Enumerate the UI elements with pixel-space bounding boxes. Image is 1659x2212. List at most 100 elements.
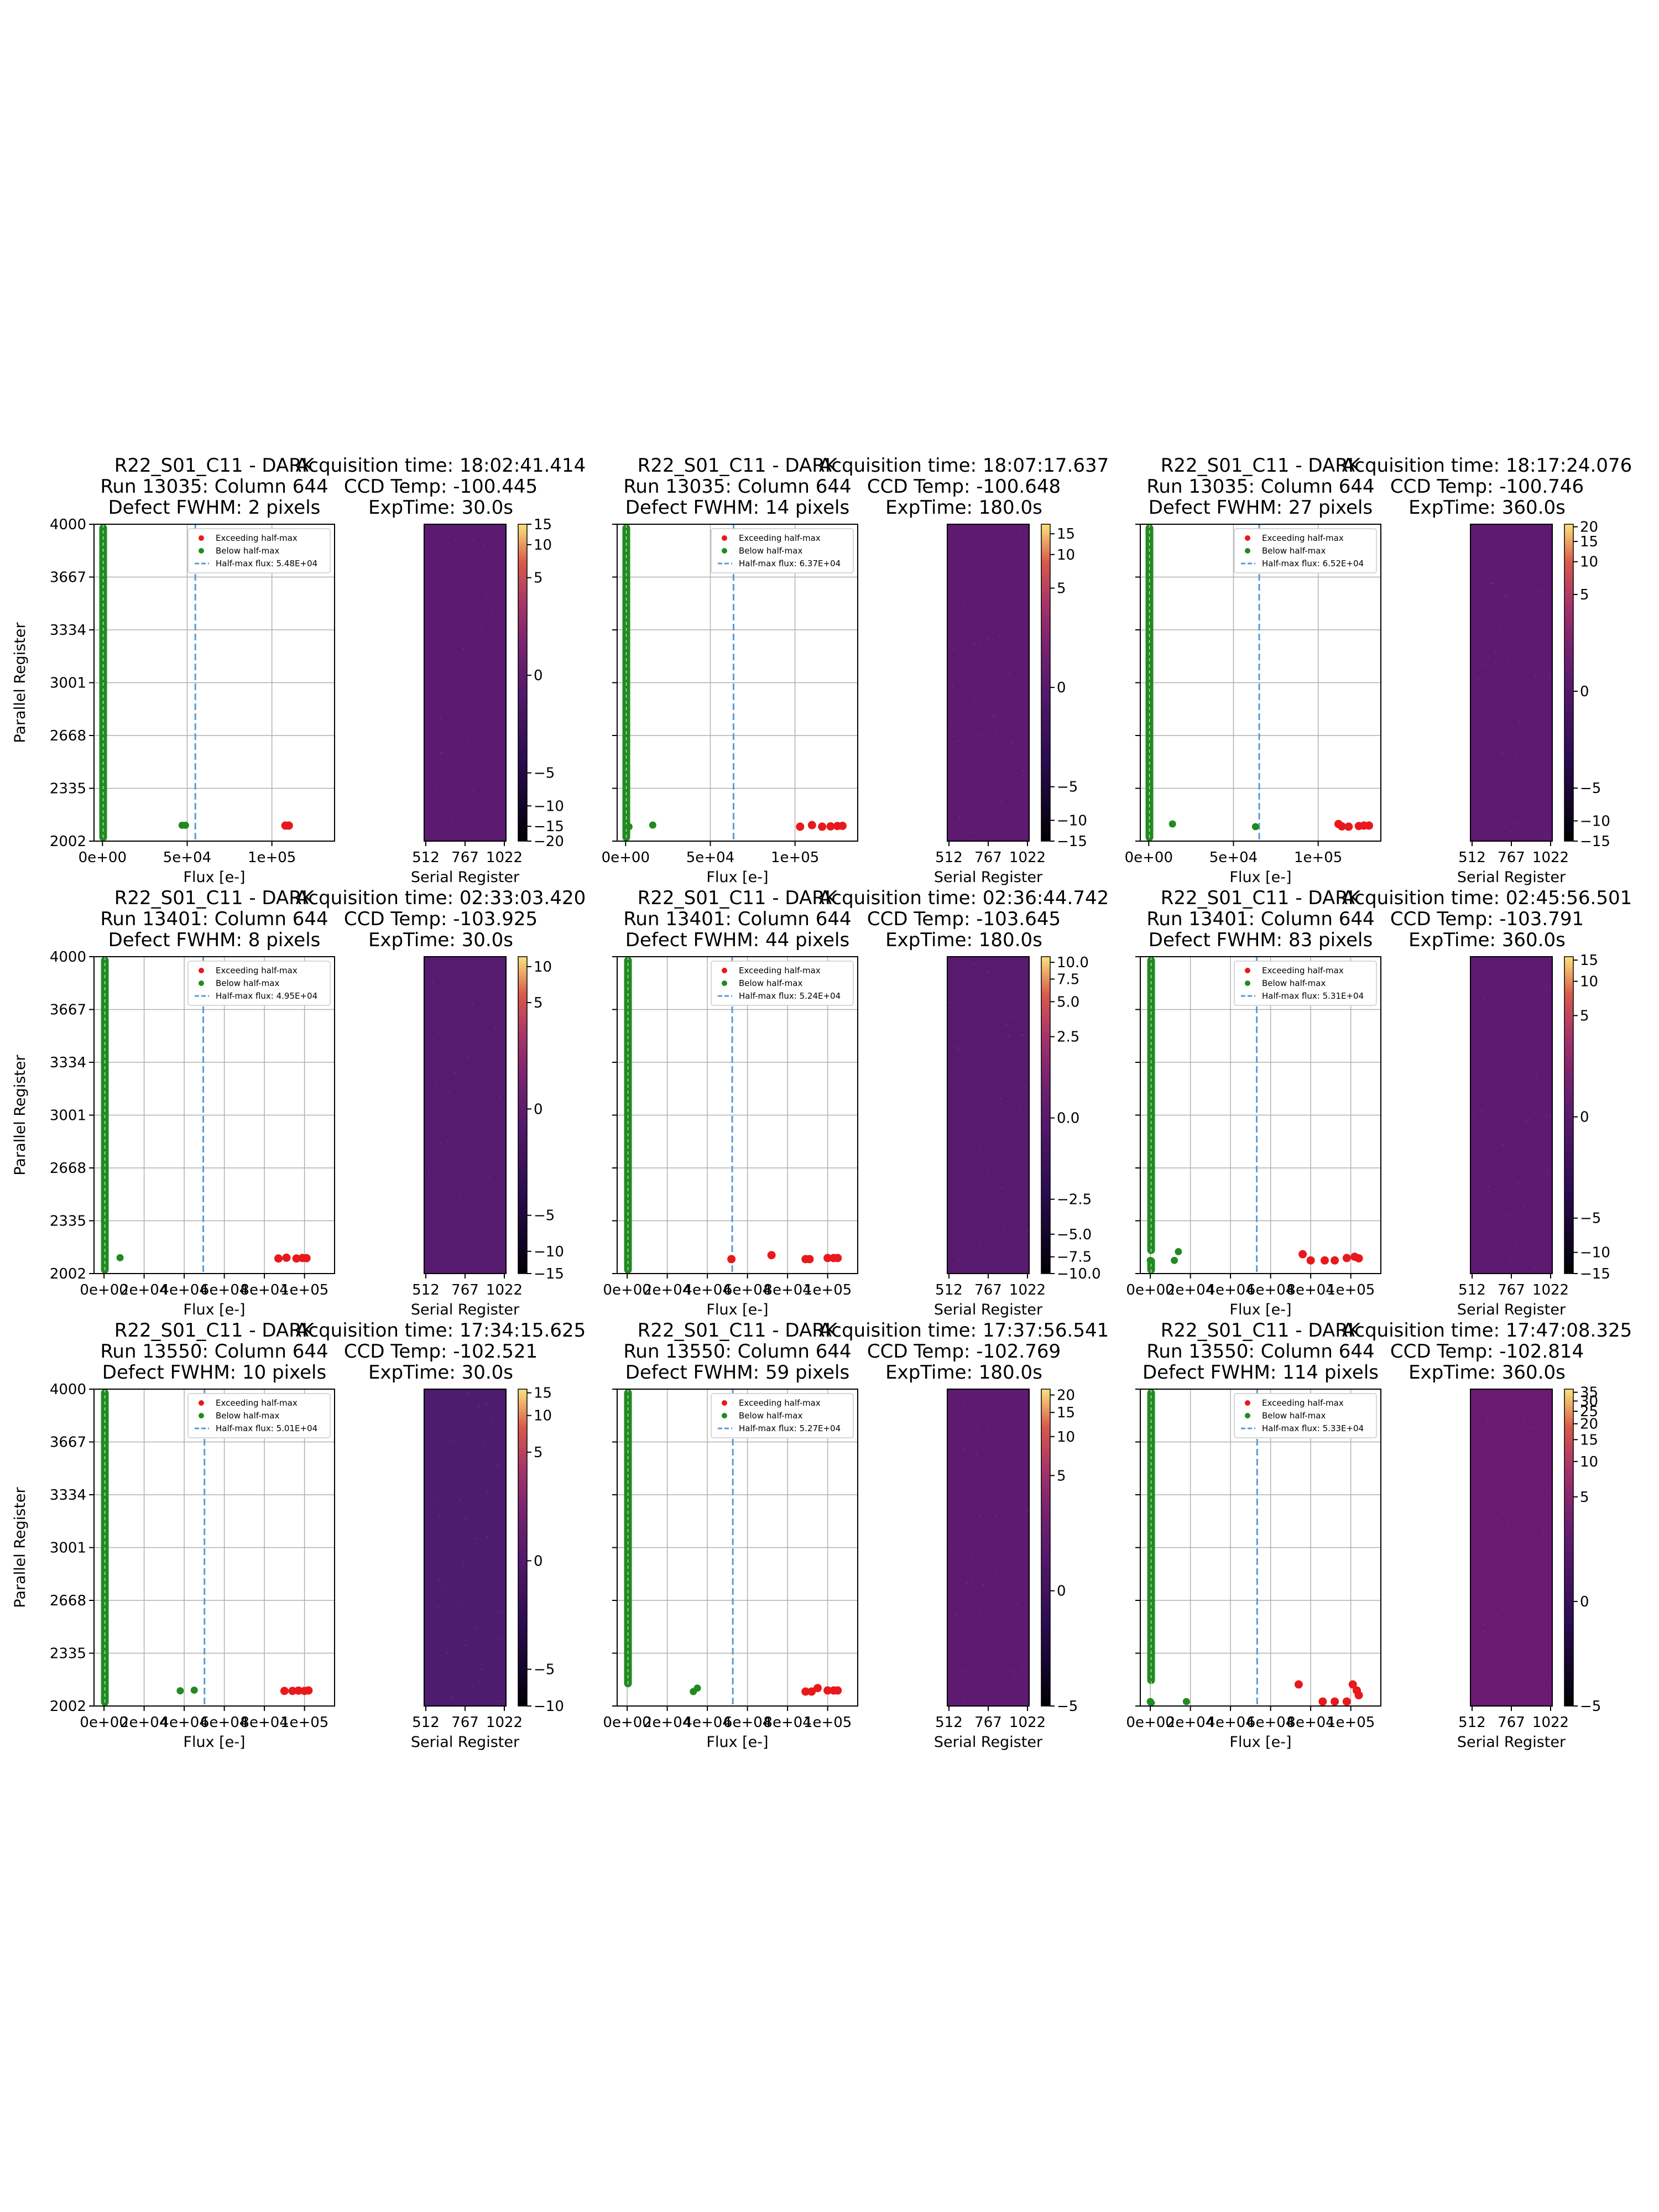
noise-speck bbox=[455, 539, 456, 540]
colorbar-tick-label: 30 bbox=[1580, 1393, 1598, 1410]
noise-speck bbox=[1474, 1206, 1476, 1207]
noise-speck bbox=[1516, 1241, 1517, 1243]
colorbar-tick-label: 20 bbox=[1057, 1387, 1075, 1404]
x-tick-label: 0e+00 bbox=[603, 1282, 651, 1298]
panel-title-line: Defect FWHM: 114 pixels bbox=[1142, 1361, 1379, 1384]
exceed-point bbox=[1294, 1680, 1303, 1689]
noise-speck bbox=[431, 1037, 433, 1039]
y-tick-label: 3667 bbox=[50, 1434, 86, 1451]
noise-speck bbox=[953, 649, 954, 650]
noise-speck bbox=[982, 1584, 984, 1586]
noise-speck bbox=[951, 528, 953, 529]
x-tick-label: 4e+04 bbox=[160, 1714, 208, 1731]
colorbar-tick-label: −10 bbox=[1057, 812, 1087, 829]
noise-speck bbox=[457, 575, 459, 576]
image-x-tick-label: 767 bbox=[451, 1282, 479, 1298]
image-x-axis-label: Serial Register bbox=[411, 869, 520, 886]
y-axis-label: Parallel Register bbox=[12, 1487, 29, 1608]
below-point bbox=[176, 1687, 184, 1694]
noise-speck bbox=[458, 1194, 460, 1196]
noise-speck bbox=[463, 648, 465, 650]
exceed-point bbox=[805, 1255, 814, 1264]
noise-speck bbox=[951, 1544, 953, 1546]
ccd-image bbox=[947, 957, 1029, 1274]
x-tick-label: 1e+05 bbox=[280, 1714, 328, 1731]
noise-speck bbox=[1503, 1512, 1504, 1514]
noise-speck bbox=[969, 1666, 971, 1668]
legend-below-label: Below half-max bbox=[739, 546, 802, 556]
image-x-axis-label: Serial Register bbox=[1457, 1301, 1566, 1318]
below-point bbox=[1146, 1256, 1154, 1264]
x-tick-label: 6e+04 bbox=[200, 1714, 248, 1731]
panel-title-line: Acquisition time: 02:45:56.501 bbox=[1342, 887, 1632, 909]
noise-speck bbox=[1021, 1669, 1023, 1671]
noise-speck bbox=[988, 638, 989, 640]
noise-speck bbox=[987, 1426, 989, 1428]
image-x-tick-label: 767 bbox=[1498, 849, 1525, 866]
x-tick-label: 4e+04 bbox=[1206, 1282, 1254, 1298]
legend-exceed-marker bbox=[199, 535, 204, 541]
x-tick-label: 1e+05 bbox=[804, 1714, 852, 1731]
noise-speck bbox=[484, 1442, 486, 1443]
noise-speck bbox=[1020, 1207, 1022, 1208]
colorbar-tick-label: 15 bbox=[1580, 952, 1598, 969]
colorbar-tick-label: −15 bbox=[1580, 833, 1610, 850]
noise-speck bbox=[1534, 676, 1536, 677]
noise-speck bbox=[486, 597, 488, 598]
noise-speck bbox=[454, 1072, 456, 1074]
panel-title-line: CCD Temp: -100.746 bbox=[1390, 476, 1584, 498]
ccd-image bbox=[424, 524, 506, 841]
noise-speck bbox=[437, 1033, 439, 1035]
colorbar bbox=[518, 1389, 528, 1707]
ccd-image bbox=[1470, 524, 1552, 841]
panel-title-line: Defect FWHM: 10 pixels bbox=[102, 1361, 326, 1384]
y-axis-label: Parallel Register bbox=[12, 622, 29, 743]
exceed-point bbox=[1342, 1697, 1351, 1706]
noise-speck bbox=[1518, 721, 1520, 723]
noise-speck bbox=[1535, 1427, 1537, 1428]
ccd-image bbox=[1470, 957, 1552, 1274]
noise-speck bbox=[959, 817, 961, 818]
colorbar-tick-label: −10 bbox=[1580, 813, 1610, 830]
noise-speck bbox=[498, 1611, 500, 1613]
panel-title-line: Defect FWHM: 27 pixels bbox=[1149, 497, 1373, 519]
noise-speck bbox=[1524, 1207, 1525, 1208]
legend bbox=[187, 1393, 331, 1438]
exceed-point bbox=[1365, 821, 1374, 830]
noise-speck bbox=[431, 694, 433, 696]
y-tick-label: 3001 bbox=[50, 675, 86, 692]
y-axis-label: Parallel Register bbox=[12, 1055, 29, 1176]
panel-title-line: R22_S01_C11 - DARK bbox=[638, 1319, 838, 1342]
noise-speck bbox=[450, 1439, 451, 1441]
image-x-tick-label: 767 bbox=[1498, 1282, 1525, 1298]
noise-speck bbox=[1535, 1538, 1536, 1540]
noise-speck bbox=[982, 1047, 984, 1049]
x-tick-label: 1e+05 bbox=[1327, 1714, 1375, 1731]
noise-speck bbox=[499, 1095, 500, 1097]
ccd-image bbox=[424, 957, 506, 1274]
exceed-point bbox=[826, 822, 835, 831]
noise-speck bbox=[489, 779, 491, 781]
colorbar bbox=[1041, 1389, 1051, 1707]
legend-halfmax-label: Half-max flux: 6.52E+04 bbox=[1262, 559, 1364, 568]
noise-speck bbox=[950, 642, 951, 644]
noise-speck bbox=[1484, 1630, 1485, 1632]
panel-title-line: Defect FWHM: 59 pixels bbox=[625, 1361, 849, 1384]
exceed-point bbox=[302, 1254, 311, 1262]
colorbar-tick-label: 25 bbox=[1580, 1404, 1598, 1420]
noise-speck bbox=[462, 530, 463, 531]
noise-speck bbox=[1497, 1631, 1499, 1633]
x-axis-label: Flux [e-] bbox=[183, 1301, 245, 1318]
image-x-tick-label: 512 bbox=[935, 1714, 963, 1731]
noise-speck bbox=[434, 985, 435, 987]
below-point bbox=[693, 1684, 701, 1692]
y-tick-label: 2335 bbox=[50, 781, 86, 797]
noise-speck bbox=[979, 1612, 980, 1614]
noise-speck bbox=[465, 669, 467, 670]
colorbar-tick-label: 0 bbox=[1580, 1594, 1589, 1610]
image-x-tick-label: 512 bbox=[935, 1282, 963, 1298]
image-x-tick-label: 1022 bbox=[486, 849, 523, 866]
legend bbox=[711, 1393, 854, 1438]
legend-exceed-label: Exceeding half-max bbox=[216, 1398, 298, 1408]
noise-speck bbox=[1533, 1112, 1535, 1114]
